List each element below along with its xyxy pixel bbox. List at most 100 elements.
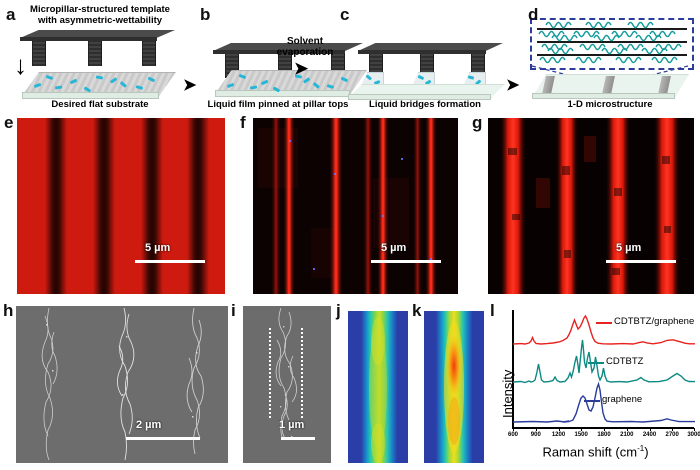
solvent-evaporation-line1: Solvent <box>286 36 324 47</box>
panel-label-h: h <box>3 301 14 320</box>
scale-bar-h <box>126 437 200 440</box>
x-tick <box>649 428 651 431</box>
schematic-panel-d <box>520 0 700 116</box>
curve-cdtbtz-graphene <box>513 314 695 345</box>
legend-label-cdtbtz: CDTBTZ <box>606 356 644 367</box>
legend-swatch-cdtbtz <box>588 362 604 364</box>
panel-a-caption: Desired flat substrate <box>51 99 149 110</box>
substrate-edge-c <box>348 94 491 100</box>
x-tick <box>604 428 605 431</box>
x-tick-label: 1500 <box>574 432 588 438</box>
legend-label-graphene: graphene <box>602 394 643 405</box>
scale-bar-f <box>371 260 441 263</box>
micrograph-g: 5 µm <box>488 118 694 294</box>
panel-b-caption: Liquid film pinned at pillar tops <box>207 99 349 110</box>
schematic-panel-c <box>330 0 520 116</box>
flow-arrow-ab: ➤ <box>183 77 197 94</box>
x-tick <box>581 428 583 431</box>
x-tick-label: 3000 <box>687 432 700 438</box>
x-tick <box>513 428 514 431</box>
x-tick <box>626 428 628 431</box>
panel-label-k: k <box>412 301 422 320</box>
x-axis-label-close: ) <box>644 444 649 460</box>
flow-arrow-bc: ➤ <box>294 59 309 78</box>
chart-y-axis <box>512 310 514 428</box>
panel-label-e: e <box>4 113 14 132</box>
raman-map-j <box>348 311 408 463</box>
x-tick-label: 600 <box>507 432 518 438</box>
x-tick <box>694 428 695 431</box>
scale-bar-g <box>606 260 676 263</box>
x-tick-label: 2100 <box>620 432 634 438</box>
curve-graphene <box>513 381 695 423</box>
guide-line-right-i <box>301 328 303 418</box>
panel-label-i: i <box>231 301 236 320</box>
scale-label-f: 5 µm <box>381 242 407 254</box>
chart-x-axis <box>512 427 694 429</box>
scale-label-i: 1 µm <box>279 419 305 431</box>
micrograph-f: 5 µm <box>253 118 458 294</box>
micrograph-h: 2 µm <box>16 306 228 463</box>
schematic-panel-a: ↓ <box>0 0 200 116</box>
scale-label-h: 2 µm <box>136 419 162 431</box>
x-tick <box>558 428 560 431</box>
legend-label-cdtbtz-graphene: CDTBTZ/graphene <box>614 316 695 327</box>
panel-a-title-line1: Micropillar-structured template <box>30 4 170 15</box>
legend-swatch-graphene <box>584 400 600 402</box>
chart-x-axis-label: Raman shift (cm-1) <box>498 444 693 459</box>
panel-d-caption: 1-D microstructure <box>567 99 653 110</box>
x-axis-label-main: Raman shift (cm <box>542 444 638 460</box>
x-tick-label: 2700 <box>665 432 679 438</box>
x-tick-label: 1800 <box>597 432 611 438</box>
panel-label-j: j <box>336 301 341 320</box>
raman-map-k <box>424 311 484 463</box>
x-tick <box>672 428 674 431</box>
polymer-chain <box>537 41 687 43</box>
x-tick <box>535 428 537 431</box>
panel-label-a: a <box>6 5 16 24</box>
down-arrow-a: ↓ <box>14 50 27 80</box>
guide-line-left-i <box>269 328 271 418</box>
substrate-edge-d <box>532 93 675 99</box>
alkyl-sidechain-coils <box>538 21 682 64</box>
panel-label-l: l <box>490 301 495 320</box>
schematic-panel-b <box>195 0 395 116</box>
micrograph-i: 1 µm <box>243 306 331 463</box>
polymer-chain <box>537 28 687 30</box>
template-plate-c <box>358 43 503 51</box>
panel-label-c: c <box>340 5 350 24</box>
template-plate-edge-c <box>358 50 486 54</box>
x-tick-label: 900 <box>530 432 541 438</box>
panel-label-g: g <box>472 113 483 132</box>
scale-bar-e <box>135 260 205 263</box>
panel-label-d: d <box>528 5 539 24</box>
raman-spectra-curves <box>513 314 695 423</box>
solvent-evaporation-line2: evaporation <box>276 47 334 58</box>
pillar-a-1 <box>32 41 46 66</box>
x-tick-label: 1200 <box>551 432 566 438</box>
pillar-a-3 <box>142 41 156 66</box>
scale-label-g: 5 µm <box>616 242 642 254</box>
curve-cdtbtz <box>513 339 695 384</box>
panel-c-caption: Liquid bridges formation <box>369 99 481 110</box>
flow-arrow-cd: ➤ <box>506 77 520 94</box>
micrograph-e: 5 µm <box>17 118 225 294</box>
x-tick-label: 2400 <box>642 432 657 438</box>
molecular-inset-d <box>530 18 694 70</box>
panel-label-b: b <box>200 5 211 24</box>
substrate-edge-a <box>22 92 159 99</box>
template-plate-b <box>213 43 363 51</box>
x-axis-label-superscript: -1 <box>637 444 645 453</box>
pillar-a-2 <box>88 41 102 66</box>
panel-a-title-line2: with asymmetric-wettability <box>37 15 163 26</box>
polymer-chain <box>537 54 687 56</box>
template-plate-edge-a <box>20 37 157 41</box>
scale-bar-i <box>281 437 315 440</box>
template-plate-edge-b <box>213 50 345 54</box>
panel-label-f: f <box>240 113 246 132</box>
legend-swatch-cdtbtz-graphene <box>596 322 612 324</box>
template-plate-a <box>20 30 175 38</box>
scale-label-e: 5 µm <box>145 242 171 254</box>
substrate-edge-b <box>215 90 350 97</box>
